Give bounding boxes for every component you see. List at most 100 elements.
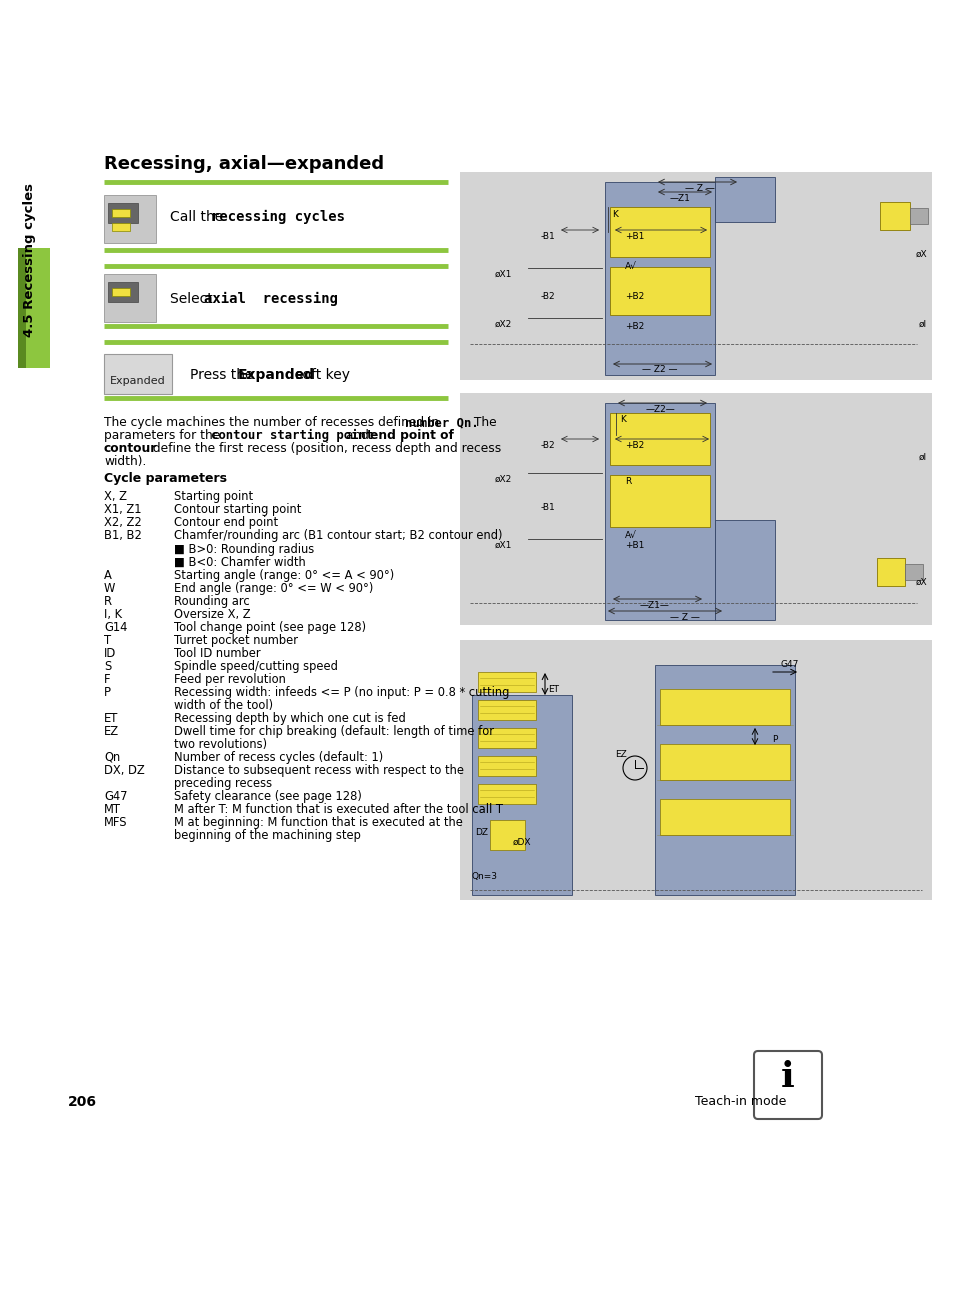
Text: A: A [104, 569, 112, 582]
Text: G47: G47 [780, 661, 799, 668]
Text: B1, B2: B1, B2 [104, 528, 142, 542]
Text: Turret pocket number: Turret pocket number [173, 634, 297, 647]
Text: Tool change point (see page 128): Tool change point (see page 128) [173, 621, 366, 634]
Text: — Z2 —: — Z2 — [641, 365, 677, 374]
Text: DZ: DZ [475, 828, 488, 837]
Text: 4.5 Recessing cycles: 4.5 Recessing cycles [24, 183, 36, 337]
Bar [604, 403, 714, 620]
Bar [659, 744, 789, 780]
Bar [18, 249, 26, 368]
Text: The cycle machines the number of recesses defined in: The cycle machines the number of recesse… [104, 416, 442, 429]
Text: MFS: MFS [104, 816, 128, 829]
Text: contour: contour [104, 442, 157, 455]
Text: ET: ET [104, 712, 118, 725]
Text: M at beginning: M function that is executed at the: M at beginning: M function that is execu… [173, 816, 462, 829]
Text: Qn=3: Qn=3 [472, 872, 497, 882]
Text: — Z —: — Z — [669, 613, 700, 623]
Bar [477, 783, 536, 804]
Bar [104, 354, 172, 394]
Text: number Qn.: number Qn. [405, 416, 478, 429]
Text: Recessing width: infeeds <= P (no input: P = 0.8 * cutting: Recessing width: infeeds <= P (no input:… [173, 685, 509, 698]
Text: øX1: øX1 [495, 542, 512, 549]
Bar [609, 207, 709, 256]
Text: DX, DZ: DX, DZ [104, 764, 145, 777]
Text: -B1: -B1 [539, 232, 555, 241]
Bar [609, 413, 709, 466]
Bar [879, 201, 909, 230]
Bar [604, 182, 714, 375]
Text: Contour starting point: Contour starting point [173, 504, 301, 515]
Text: Expanded: Expanded [237, 368, 314, 382]
Text: M after T: M function that is executed after the tool call T: M after T: M function that is executed a… [173, 803, 502, 816]
Text: Number of recess cycles (default: 1): Number of recess cycles (default: 1) [173, 751, 383, 764]
Bar [659, 799, 789, 835]
Text: Feed per revolution: Feed per revolution [173, 674, 286, 685]
Bar [112, 288, 130, 296]
Bar [108, 203, 138, 222]
Text: MT: MT [104, 803, 121, 816]
FancyBboxPatch shape [753, 1052, 821, 1120]
Text: K: K [612, 211, 618, 218]
Text: øDX: øDX [512, 838, 531, 848]
Text: X2, Z2: X2, Z2 [104, 515, 142, 528]
Text: +B2: +B2 [624, 292, 643, 301]
Bar [714, 521, 774, 620]
Bar [472, 695, 572, 895]
Text: ET: ET [547, 684, 558, 693]
Text: recessing cycles: recessing cycles [211, 211, 345, 224]
Text: contour starting point: contour starting point [211, 429, 373, 442]
Text: ■ B>0: Rounding radius: ■ B>0: Rounding radius [173, 543, 314, 556]
Text: øX: øX [915, 578, 926, 587]
Text: —Z2—: —Z2— [644, 405, 674, 415]
Text: —Z1—: —Z1— [639, 600, 669, 610]
Bar [490, 820, 524, 850]
Text: Recessing depth by which one cut is fed: Recessing depth by which one cut is fed [173, 712, 405, 725]
Text: -B2: -B2 [539, 441, 555, 450]
Text: axial  recessing: axial recessing [204, 292, 337, 306]
Bar [714, 177, 774, 222]
Bar [459, 171, 931, 381]
Text: define the first recess (position, recess depth and recess: define the first recess (position, reces… [149, 442, 500, 455]
Bar [659, 689, 789, 725]
Text: øX1: øX1 [495, 269, 512, 279]
Text: Rounding arc: Rounding arc [173, 595, 250, 608]
Text: +B2: +B2 [624, 322, 643, 331]
Text: preceding recess: preceding recess [173, 777, 272, 790]
Text: soft key: soft key [291, 368, 350, 382]
Text: -B2: -B2 [539, 292, 555, 301]
Text: EZ: EZ [615, 749, 626, 759]
Text: X, Z: X, Z [104, 490, 127, 504]
Bar [609, 475, 709, 527]
Bar [876, 559, 904, 586]
Text: Starting angle (range: 0° <= A < 90°): Starting angle (range: 0° <= A < 90°) [173, 569, 394, 582]
Bar [477, 729, 536, 748]
Bar [477, 700, 536, 719]
Text: G14: G14 [104, 621, 128, 634]
Text: two revolutions): two revolutions) [173, 738, 267, 751]
Text: øX: øX [915, 250, 926, 259]
Text: Select: Select [170, 292, 217, 306]
Text: The: The [470, 416, 497, 429]
Text: and: and [341, 429, 373, 442]
Text: End angle (range: 0° <= W < 90°): End angle (range: 0° <= W < 90°) [173, 582, 373, 595]
Text: øX2: øX2 [495, 320, 512, 330]
Text: A√: A√ [624, 531, 637, 540]
Text: i: i [781, 1059, 794, 1093]
Text: width of the tool): width of the tool) [173, 698, 273, 712]
Text: P: P [772, 735, 777, 744]
Text: +B1: +B1 [624, 232, 643, 241]
Bar [112, 209, 130, 217]
Text: Recessing, axial—expanded: Recessing, axial—expanded [104, 156, 384, 173]
Text: Starting point: Starting point [173, 490, 253, 504]
Bar [477, 756, 536, 776]
Text: øX2: øX2 [495, 475, 512, 484]
Text: T: T [104, 634, 111, 647]
Bar [609, 267, 709, 315]
Text: end point of: end point of [370, 429, 454, 442]
Polygon shape [104, 250, 156, 266]
Text: S: S [104, 661, 112, 674]
Text: parameters for the: parameters for the [104, 429, 224, 442]
Text: G47: G47 [104, 790, 128, 803]
Text: Call the: Call the [170, 211, 228, 224]
Text: Press the: Press the [190, 368, 257, 382]
